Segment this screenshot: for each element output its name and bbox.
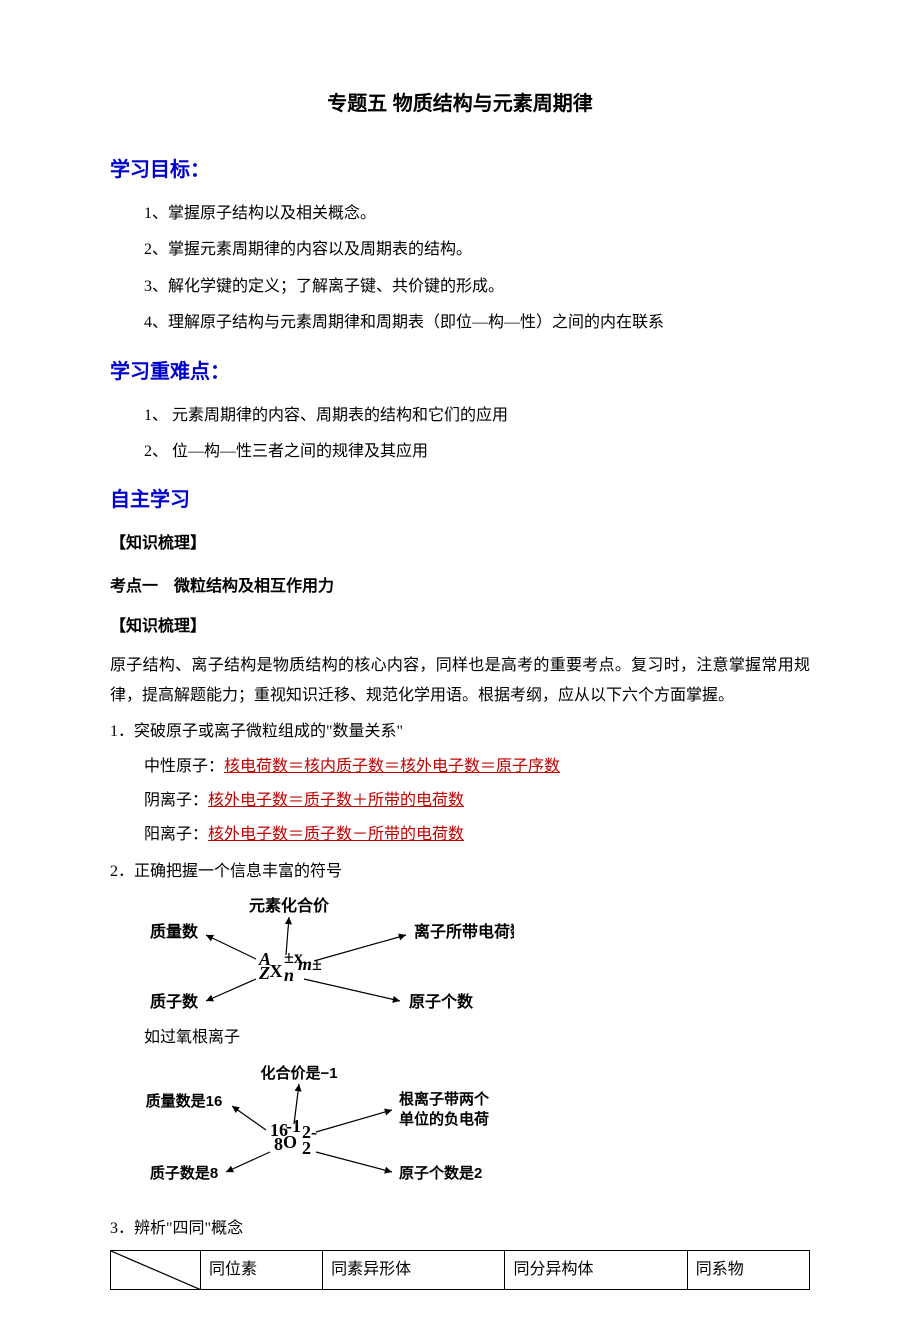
d1-m: m± bbox=[298, 954, 322, 974]
d1-arrow-ul bbox=[206, 935, 256, 959]
cation-formula: 核外电子数＝质子数－所带的电荷数 bbox=[208, 826, 464, 843]
symbol-diagram-generic: 元素化合价 质量数 离子所带电荷数 质子数 原子个数 A Z X ±x n m± bbox=[124, 897, 810, 1017]
d1-arrow-ur bbox=[314, 935, 406, 961]
d2-valence: -1 bbox=[286, 1116, 301, 1136]
difficulties-heading: 学习重难点： bbox=[110, 353, 810, 391]
point-3-heading: 3．辨析"四同"概念 bbox=[110, 1214, 810, 1244]
d1-X: X bbox=[270, 961, 283, 981]
neutral-label: 中性原子： bbox=[144, 758, 224, 775]
intro-paragraph: 原子结构、离子结构是物质结构的核心内容，同样也是高考的重要考点。复习时，注意掌握… bbox=[110, 651, 810, 712]
point-2-heading: 2．正确把握一个信息丰富的符号 bbox=[110, 857, 810, 887]
d2-protons: 8 bbox=[274, 1134, 283, 1154]
outline-heading: 【知识梳理】 bbox=[110, 529, 810, 559]
d2-atoms: 2 bbox=[302, 1138, 311, 1158]
d2-ll-label: 质子数是8 bbox=[150, 1164, 218, 1182]
d2-top-label: 化合价是−1 bbox=[260, 1064, 337, 1082]
d1-Z: Z bbox=[258, 963, 270, 983]
d2-ur-label1: 根离子带两个 bbox=[399, 1090, 490, 1108]
d2-arrow-ll bbox=[226, 1152, 270, 1172]
four-same-table: 同位素 同素异形体 同分异构体 同系物 bbox=[110, 1250, 810, 1290]
d1-n: n bbox=[284, 965, 294, 985]
d1-ll-label: 质子数 bbox=[150, 992, 199, 1011]
table-header: 同系物 bbox=[687, 1251, 809, 1290]
d2-ur-label2: 单位的负电荷 bbox=[399, 1110, 489, 1128]
page-title: 专题五 物质结构与元素周期律 bbox=[110, 85, 810, 123]
table-row: 同位素 同素异形体 同分异构体 同系物 bbox=[111, 1251, 810, 1290]
goal-item: 2、掌握元素周期律的内容以及周期表的结构。 bbox=[144, 235, 810, 265]
table-diag-cell bbox=[111, 1251, 201, 1290]
difficulty-item: 2、 位—构—性三者之间的规律及其应用 bbox=[144, 437, 810, 467]
table-header: 同位素 bbox=[201, 1251, 323, 1290]
d2-arrow-lr bbox=[316, 1152, 392, 1172]
neutral-atom-line: 中性原子：核电荷数＝核内质子数＝核外电子数＝原子序数 bbox=[144, 752, 810, 782]
neutral-formula: 核电荷数＝核内质子数＝核外电子数＝原子序数 bbox=[224, 758, 560, 775]
cation-line: 阳离子：核外电子数＝质子数－所带的电荷数 bbox=[144, 820, 810, 850]
goal-item: 1、掌握原子结构以及相关概念。 bbox=[144, 199, 810, 229]
d1-top-label: 元素化合价 bbox=[249, 897, 330, 915]
self-study-heading: 自主学习 bbox=[110, 481, 810, 519]
anion-label: 阴离子： bbox=[144, 792, 208, 809]
anion-line: 阴离子：核外电子数＝质子数＋所带的电荷数 bbox=[144, 786, 810, 816]
d1-ur-label: 离子所带电荷数 bbox=[414, 922, 514, 941]
goal-item: 3、解化学键的定义；了解离子键、共价键的形成。 bbox=[144, 272, 810, 302]
cation-label: 阳离子： bbox=[144, 826, 208, 843]
table-header: 同分异构体 bbox=[505, 1251, 687, 1290]
outline-heading-2: 【知识梳理】 bbox=[110, 612, 810, 642]
goal-item: 4、理解原子结构与元素周期律和周期表（即位—构—性）之间的内在联系 bbox=[144, 308, 810, 338]
d1-arrow-ll bbox=[206, 979, 256, 1001]
d2-lr-label: 原子个数是2 bbox=[399, 1164, 482, 1182]
point-1-heading: 1．突破原子或离子微粒组成的"数量关系" bbox=[110, 717, 810, 747]
d1-lr-label: 原子个数 bbox=[409, 992, 474, 1011]
anion-formula: 核外电子数＝质子数＋所带的电荷数 bbox=[208, 792, 464, 809]
d2-arrow-ur bbox=[316, 1110, 392, 1132]
symbol-diagram-peroxide: 化合价是−1 质量数是16 根离子带两个 单位的负电荷 质子数是8 原子个数是2… bbox=[124, 1064, 810, 1192]
table-header: 同素异形体 bbox=[323, 1251, 505, 1290]
difficulty-item: 1、 元素周期律的内容、周期表的结构和它们的应用 bbox=[144, 401, 810, 431]
point-2-sub: 如过氧根离子 bbox=[144, 1023, 810, 1053]
d2-ul-label: 质量数是16 bbox=[146, 1092, 223, 1110]
d1-ul-label: 质量数 bbox=[150, 922, 199, 941]
goals-heading: 学习目标： bbox=[110, 151, 810, 189]
d2-arrow-ul bbox=[232, 1106, 266, 1130]
d1-arrow-lr bbox=[304, 979, 400, 1001]
kaodian-heading: 考点一 微粒结构及相互作用力 bbox=[110, 572, 810, 602]
